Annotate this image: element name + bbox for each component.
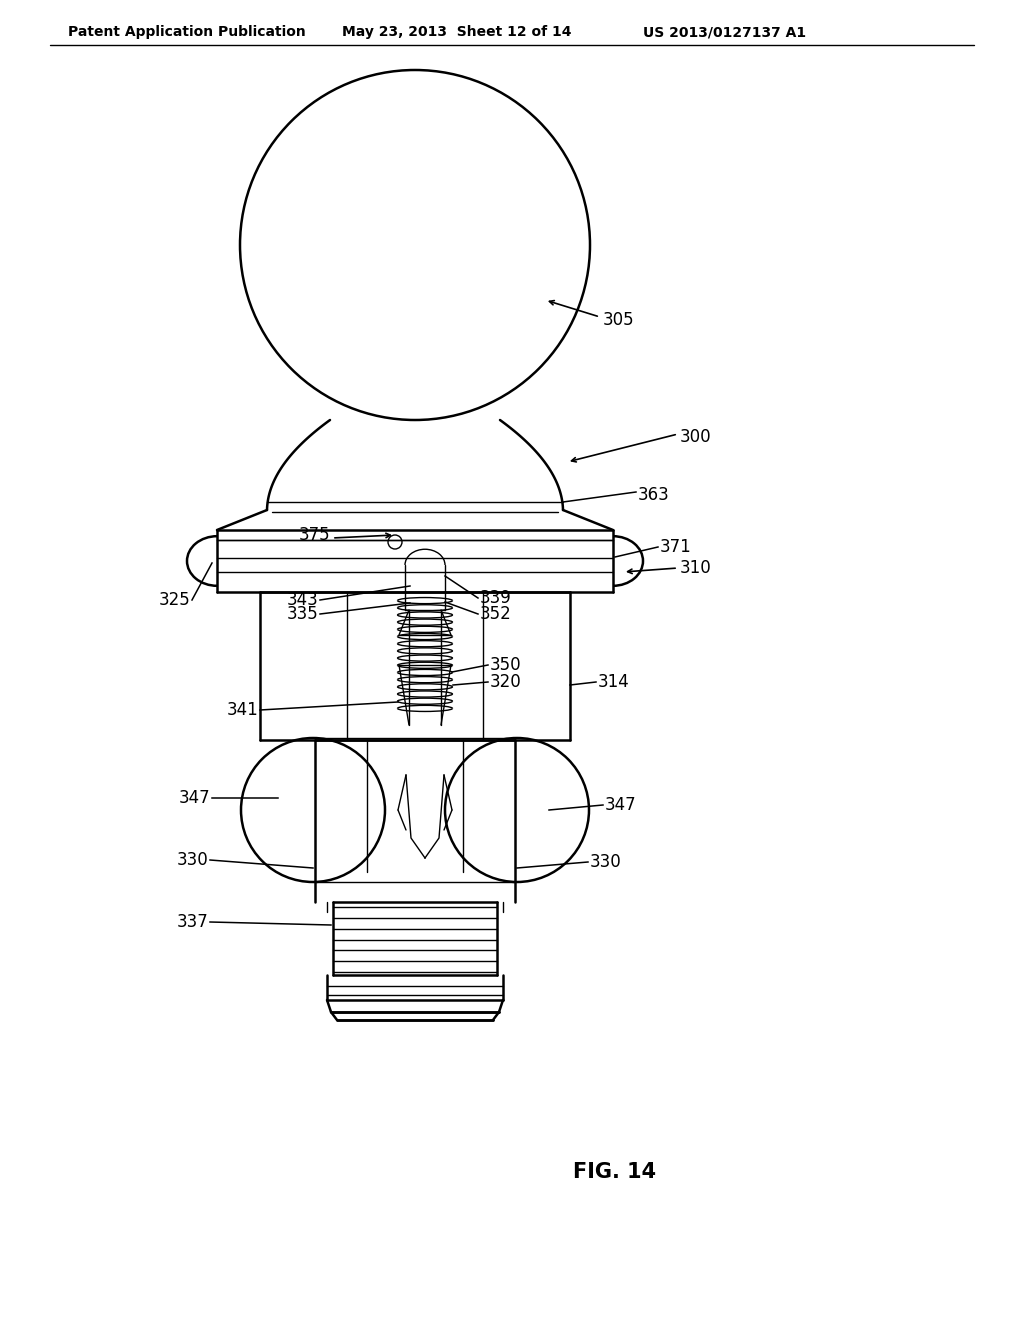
Text: 314: 314 [598,673,630,690]
Text: US 2013/0127137 A1: US 2013/0127137 A1 [643,25,806,40]
Text: Patent Application Publication: Patent Application Publication [68,25,306,40]
Text: 330: 330 [590,853,622,871]
Text: May 23, 2013  Sheet 12 of 14: May 23, 2013 Sheet 12 of 14 [342,25,571,40]
Text: 347: 347 [178,789,210,807]
Text: 337: 337 [176,913,208,931]
Text: 300: 300 [680,428,712,446]
Text: 347: 347 [605,796,637,814]
Text: 320: 320 [490,673,522,690]
Text: 330: 330 [176,851,208,869]
Text: 375: 375 [298,525,330,544]
Text: 310: 310 [680,558,712,577]
Text: 325: 325 [159,591,190,609]
Text: 343: 343 [287,591,318,609]
Text: 350: 350 [490,656,521,675]
Text: 305: 305 [603,312,635,329]
Text: FIG. 14: FIG. 14 [573,1162,656,1181]
Text: 363: 363 [638,486,670,504]
Text: 371: 371 [660,539,692,556]
Text: 339: 339 [480,589,512,607]
Text: 352: 352 [480,605,512,623]
Text: 335: 335 [287,605,318,623]
Text: 341: 341 [226,701,258,719]
